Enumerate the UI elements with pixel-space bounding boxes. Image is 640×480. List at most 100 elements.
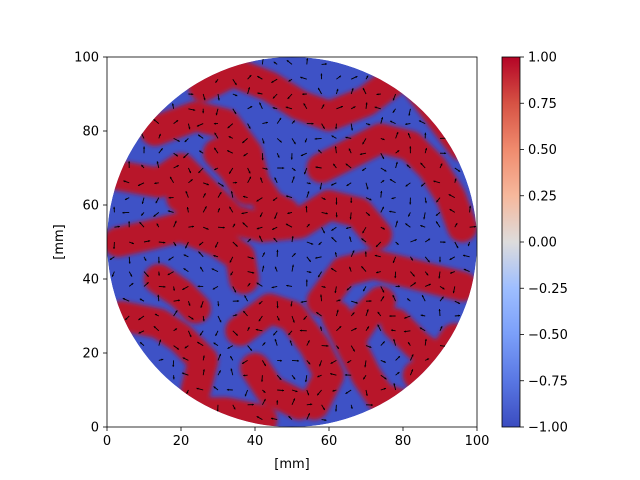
quiver-arrow — [350, 345, 356, 352]
quiver-arrow — [212, 286, 219, 290]
quiver-arrow — [123, 180, 130, 184]
quiver-arrow — [424, 238, 431, 243]
quiver-arrow — [287, 211, 293, 215]
quiver-arrow — [320, 73, 323, 80]
quiver-arrow — [321, 404, 326, 411]
quiver-arrow — [299, 329, 307, 332]
quiver-arrow — [393, 338, 397, 346]
quiver-arrow — [172, 375, 175, 380]
quiver-arrow — [128, 282, 134, 287]
quiver-arrow — [217, 353, 222, 361]
quiver-arrow — [321, 104, 325, 110]
quiver-arrow — [158, 241, 166, 244]
quiver-arrow — [350, 197, 353, 203]
stripe-14 — [402, 360, 448, 413]
quiver-arrow — [375, 271, 381, 274]
quiver-arrow — [365, 197, 372, 201]
quiver-arrow — [213, 167, 219, 171]
quiver-arrow — [439, 241, 446, 244]
quiver-arrow — [377, 324, 382, 332]
quiver-arrow — [230, 368, 234, 376]
quiver-arrow — [321, 419, 327, 422]
quiver-arrow — [259, 212, 263, 218]
quiver-arrow — [365, 326, 370, 332]
quiver-arrow — [196, 387, 204, 391]
quiver-arrow — [454, 222, 458, 228]
quiver-arrow — [346, 286, 352, 291]
quiver-arrow — [319, 360, 323, 367]
quiver-arrow — [409, 146, 412, 154]
quiver-arrow — [154, 313, 160, 317]
quiver-arrow — [380, 179, 385, 184]
quiver-arrow — [408, 108, 411, 116]
quiver-arrow — [272, 107, 278, 110]
quiver-arrow — [449, 271, 455, 274]
quiver-arrow — [173, 299, 181, 302]
quiver-arrow — [420, 182, 426, 187]
quiver-arrow — [138, 330, 145, 334]
quiver-arrow — [158, 358, 164, 361]
quiver-arrow — [305, 375, 308, 383]
quiver-arrow — [228, 135, 233, 139]
quiver-arrow — [380, 387, 387, 391]
quiver-arrow — [350, 312, 355, 317]
quiver-arrow — [380, 152, 385, 160]
quiver-arrow — [232, 181, 238, 184]
quiver-arrow — [380, 295, 385, 302]
quiver-arrow — [173, 152, 179, 157]
quiver-arrow — [291, 264, 294, 272]
y-axis-ticks: 0 20 40 60 80 100 — [74, 51, 107, 436]
quiver-arrow — [187, 123, 191, 130]
quiver-arrow — [435, 221, 441, 228]
quiver-arrow — [425, 358, 430, 361]
quiver-arrow — [111, 271, 115, 277]
y-tick-label: 20 — [82, 347, 99, 362]
quiver-arrow — [217, 191, 222, 198]
quiver-arrow — [286, 59, 293, 65]
quiver-arrow — [188, 179, 193, 184]
quiver-arrow — [230, 191, 234, 198]
colorbar-tick-label: 0.75 — [528, 97, 557, 112]
quiver-arrow — [173, 119, 179, 124]
quiver-arrow — [156, 161, 160, 169]
quiver-arrow — [361, 167, 367, 172]
quiver-arrow — [247, 123, 251, 129]
quiver-arrow — [202, 108, 205, 114]
quiver-arrow — [247, 176, 252, 184]
quiver-arrow — [303, 167, 308, 175]
quiver-arrow — [183, 268, 189, 272]
quiver-arrow — [188, 93, 194, 96]
quiver-arrow — [184, 138, 189, 143]
colorbar-tick-label: 1.00 — [528, 51, 557, 66]
quiver-arrow — [306, 340, 310, 346]
quiver-arrow — [463, 268, 470, 273]
quiver-arrow — [139, 298, 145, 302]
quiver-arrow — [438, 308, 441, 317]
quiver-arrow — [439, 152, 447, 155]
quiver-arrow — [410, 256, 414, 261]
quiver-arrow — [303, 103, 308, 110]
quiver-arrow — [202, 355, 205, 361]
quiver-arrow — [128, 256, 131, 264]
quiver-arrow — [173, 137, 181, 142]
quiver-arrow — [232, 330, 239, 336]
quiver-arrow — [359, 152, 367, 155]
quiver-arrow — [392, 93, 397, 101]
quiver-arrow — [291, 167, 296, 172]
quiver-arrow — [261, 153, 264, 161]
stripe-8 — [143, 264, 211, 324]
quiver-arrow — [424, 271, 429, 276]
quiver-arrow — [197, 285, 204, 288]
quiver-arrow — [124, 197, 130, 201]
quiver-arrow — [331, 135, 337, 139]
quiver-arrow — [306, 122, 314, 125]
quiver-arrow — [262, 360, 267, 367]
quiver-arrow — [241, 360, 248, 365]
quiver-arrow — [362, 286, 367, 292]
quiver-arrow — [200, 301, 204, 308]
quiver-arrow — [232, 300, 240, 303]
quiver-arrow — [349, 212, 352, 220]
quiver-arrow — [438, 271, 441, 279]
quiver-arrow — [321, 344, 329, 347]
quiver-arrow — [276, 153, 280, 158]
